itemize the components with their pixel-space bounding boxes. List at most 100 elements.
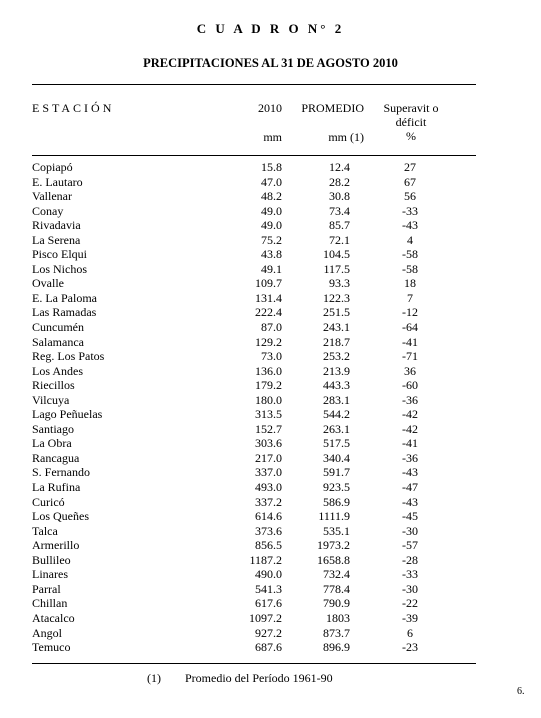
year-value-cell: 49.0 (261, 218, 282, 233)
deviation-cell: -64 (402, 320, 418, 335)
deviation-header-unit: % (406, 129, 416, 143)
average-value-cell: 104.5 (323, 247, 350, 262)
year-value-cell: 179.2 (255, 378, 282, 393)
year-value-cell: 222.4 (255, 305, 282, 320)
station-cell: Bullileo (32, 552, 71, 567)
deviation-cell: -47 (402, 480, 418, 495)
table-row: Las Ramadas 222.4 251.5 -12 (0, 305, 541, 320)
station-cell: Vallenar (32, 189, 72, 204)
average-value-cell: 1973.2 (317, 538, 350, 553)
station-cell: Santiago (32, 421, 74, 436)
deviation-cell: -36 (402, 392, 418, 407)
deviation-cell: -30 (402, 581, 418, 596)
table-row: Linares 490.0 732.4 -33 (0, 567, 541, 582)
station-cell: La Rufina (32, 480, 81, 495)
deviation-cell: -39 (402, 610, 418, 625)
table-row: Copiapó 15.8 12.4 27 (0, 160, 541, 175)
table-row: Reg. Los Patos 73.0 253.2 -71 (0, 349, 541, 364)
station-cell: Curicó (32, 494, 65, 509)
deviation-cell: -71 (402, 349, 418, 364)
station-cell: Ovalle (32, 276, 64, 291)
year-value-cell: 73.0 (261, 349, 282, 364)
deviation-cell: -42 (402, 407, 418, 422)
year-value-cell: 49.0 (261, 203, 282, 218)
average-value-cell: 1658.8 (317, 552, 350, 567)
average-value-cell: 1111.9 (318, 509, 350, 524)
column-header-year: 2010 (258, 101, 282, 115)
year-value-cell: 614.6 (255, 509, 282, 524)
table-row: Temuco 687.6 896.9 -23 (0, 640, 541, 655)
station-cell: Las Ramadas (32, 305, 97, 320)
average-value-cell: 517.5 (323, 436, 350, 451)
average-value-cell: 778.4 (323, 581, 350, 596)
table-row: Talca 373.6 535.1 -30 (0, 524, 541, 539)
table-row: Bullileo 1187.2 1658.8 -28 (0, 553, 541, 568)
average-value-cell: 218.7 (323, 334, 350, 349)
deviation-cell: 67 (404, 174, 416, 189)
station-cell: La Obra (32, 436, 72, 451)
year-value-cell: 337.2 (255, 494, 282, 509)
table-row: Chillan 617.6 790.9 -22 (0, 596, 541, 611)
average-value-cell: 732.4 (323, 567, 350, 582)
station-cell: E. Lautaro (32, 174, 83, 189)
table-row: Vallenar 48.2 30.8 56 (0, 189, 541, 204)
year-value-cell: 337.0 (255, 465, 282, 480)
year-value-cell: 129.2 (255, 334, 282, 349)
year-value-cell: 373.6 (255, 523, 282, 538)
station-cell: Conay (32, 203, 64, 218)
average-value-cell: 896.9 (323, 640, 350, 655)
deviation-cell: -33 (402, 567, 418, 582)
table-row: Los Andes 136.0 213.9 36 (0, 364, 541, 379)
station-cell: Temuco (32, 640, 71, 655)
table-row: Rivadavia 49.0 85.7 -43 (0, 218, 541, 233)
deviation-cell: -28 (402, 552, 418, 567)
average-value-cell: 873.7 (323, 625, 350, 640)
table-row: La Serena 75.2 72.1 4 (0, 233, 541, 248)
average-value-cell: 544.2 (323, 407, 350, 422)
year-value-cell: 687.6 (255, 640, 282, 655)
table-row: Curicó 337.2 586.9 -43 (0, 495, 541, 510)
table-row: E. La Paloma 131.4 122.3 7 (0, 291, 541, 306)
year-value-cell: 493.0 (255, 480, 282, 495)
table-row: Rancagua 217.0 340.4 -36 (0, 451, 541, 466)
average-value-cell: 340.4 (323, 450, 350, 465)
year-value-cell: 541.3 (255, 581, 282, 596)
station-cell: Vilcuya (32, 392, 70, 407)
average-value-cell: 283.1 (323, 392, 350, 407)
average-value-cell: 586.9 (323, 494, 350, 509)
deviation-cell: -43 (402, 494, 418, 509)
table-row: Parral 541.3 778.4 -30 (0, 582, 541, 597)
deviation-cell: -42 (402, 421, 418, 436)
station-cell: Lago Peñuelas (32, 407, 103, 422)
deviation-cell: 56 (404, 189, 416, 204)
deviation-header-line2: déficit (395, 115, 427, 129)
table-row: Salamanca 129.2 218.7 -41 (0, 335, 541, 350)
average-value-cell: 122.3 (323, 290, 350, 305)
year-value-cell: 49.1 (261, 261, 282, 276)
deviation-cell: 4 (407, 232, 413, 247)
station-cell: Linares (32, 567, 68, 582)
average-value-cell: 1803 (326, 610, 350, 625)
deviation-cell: 6 (407, 625, 413, 640)
year-value-cell: 75.2 (261, 232, 282, 247)
station-cell: Pisco Elqui (32, 247, 88, 262)
table-row: Atacalco 1097.2 1803 -39 (0, 611, 541, 626)
average-value-cell: 243.1 (323, 320, 350, 335)
column-header-deviation: Superavit o déficit % (379, 101, 443, 143)
station-cell: Copiapó (32, 160, 73, 174)
average-value-cell: 213.9 (323, 363, 350, 378)
year-value-cell: 48.2 (261, 189, 282, 204)
deviation-cell: 36 (404, 363, 416, 378)
header-divider (32, 155, 476, 156)
average-value-cell: 253.2 (323, 349, 350, 364)
table-row: La Obra 303.6 517.5 -41 (0, 436, 541, 451)
deviation-cell: -41 (402, 436, 418, 451)
average-value-cell: 72.1 (329, 232, 350, 247)
table-row: Vilcuya 180.0 283.1 -36 (0, 393, 541, 408)
deviation-cell: 7 (407, 290, 413, 305)
year-value-cell: 1187.2 (249, 552, 282, 567)
station-cell: Chillan (32, 596, 68, 611)
table-row: Lago Peñuelas 313.5 544.2 -42 (0, 407, 541, 422)
year-value-cell: 303.6 (255, 436, 282, 451)
year-value-cell: 217.0 (255, 450, 282, 465)
